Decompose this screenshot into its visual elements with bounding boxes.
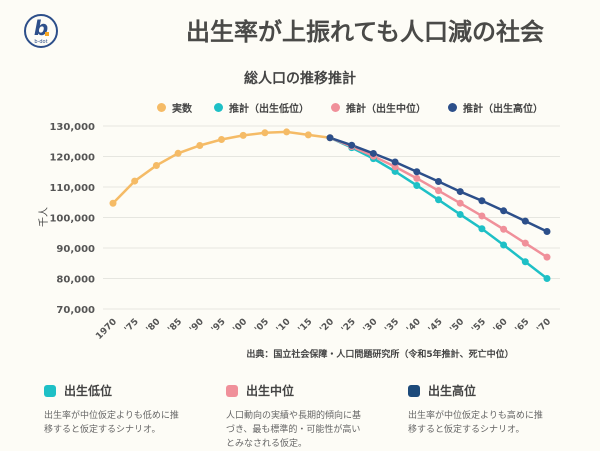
x-tick-label: '70 [535,317,553,335]
data-point [543,253,551,261]
data-point [478,225,486,233]
data-point [261,129,269,137]
data-point [456,210,464,218]
legend-item-medium: 推計（出生中位） [331,100,426,115]
data-point [348,141,356,149]
logo: b b-dot [24,14,58,48]
data-point [196,141,204,149]
legend-swatch [157,103,166,112]
data-point [413,174,421,182]
data-point [283,128,291,136]
data-point [500,207,508,215]
x-tick-label: '65 [514,317,532,335]
x-tick-label: '50 [448,317,466,335]
y-tick-label: 110,000 [49,183,95,194]
x-tick-label: '95 [210,317,228,335]
page-title: 出生率が上振れても人口減の社会 [185,18,545,46]
x-tick-label: 1970 [94,317,119,342]
legend-swatch [448,103,457,112]
data-point [369,149,377,157]
y-tick-label: 80,000 [56,275,95,286]
x-tick-label: '85 [166,317,184,335]
x-tick-label: '20 [318,317,336,335]
chart-legend: 実数 推計（出生低位） 推計（出生中位） 推計（出生高位） [0,100,600,115]
card-swatch [226,384,238,397]
data-point [500,225,508,233]
x-tick-label: '30 [362,317,380,335]
x-tick-label: '25 [340,317,358,335]
y-tick-label: 100,000 [49,214,95,225]
x-tick-label: '10 [275,317,293,335]
x-tick-label: '80 [145,317,163,335]
data-point [218,136,225,144]
data-point [304,131,312,139]
y-tick-label: 70,000 [56,305,95,316]
x-tick-label: '90 [188,317,206,335]
legend-item-actual: 実数 [157,100,192,115]
data-point [521,217,529,225]
data-point [174,149,182,157]
card-medium: 出生中位 人口動向の実績や長期的傾向に基づき、最も標準的・可能性が高いとみなされる… [226,384,362,449]
card-swatch [408,384,420,397]
y-axis-label: 千人 [38,207,50,227]
legend-item-high: 推計（出生高位） [448,100,543,115]
y-tick-label: 130,000 [49,122,95,133]
y-tick-label: 90,000 [56,244,95,255]
x-tick-label: '45 [427,317,445,335]
data-point [413,168,421,176]
data-point [152,161,160,169]
x-tick-label: '55 [470,317,488,335]
legend-swatch [331,103,340,112]
x-tick-label: '40 [405,317,423,335]
data-point [478,212,486,220]
x-tick-label: '00 [231,317,249,335]
data-point [543,275,551,282]
x-tick-label: '60 [492,317,510,335]
data-point [456,199,464,207]
series-line [329,136,548,280]
data-point [391,158,399,166]
legend-item-low: 推計（出生低位） [214,100,309,115]
y-tick-label: 120,000 [49,153,95,164]
data-point [239,131,247,139]
x-tick-label: '15 [297,317,315,335]
data-point [500,241,508,249]
chart-title: 総人口の推移推計 [244,71,356,87]
data-point [435,178,442,186]
source-note: 出典：国立社会保障・人口問題研究所（令和5年推計、死亡中位） [246,350,514,360]
card-high: 出生高位 出生率が中位仮定よりも高めに推移すると仮定するシナリオ。 [408,384,543,435]
x-tick-label: '05 [253,317,271,335]
data-point [521,258,529,266]
legend-swatch [214,103,223,112]
data-point [543,228,551,236]
data-point [435,196,442,204]
data-point [456,188,464,196]
card-low: 出生低位 出生率が中位仮定よりも低めに推移すると仮定するシナリオ。 [44,384,179,435]
data-point [109,199,117,207]
x-tick-label: '75 [123,317,141,335]
data-point [521,239,529,247]
data-point [326,134,334,142]
data-point [435,187,442,195]
data-point [131,177,139,185]
data-point [478,197,486,205]
data-point [413,181,421,189]
x-tick-label: '35 [383,317,401,335]
card-swatch [44,384,56,397]
